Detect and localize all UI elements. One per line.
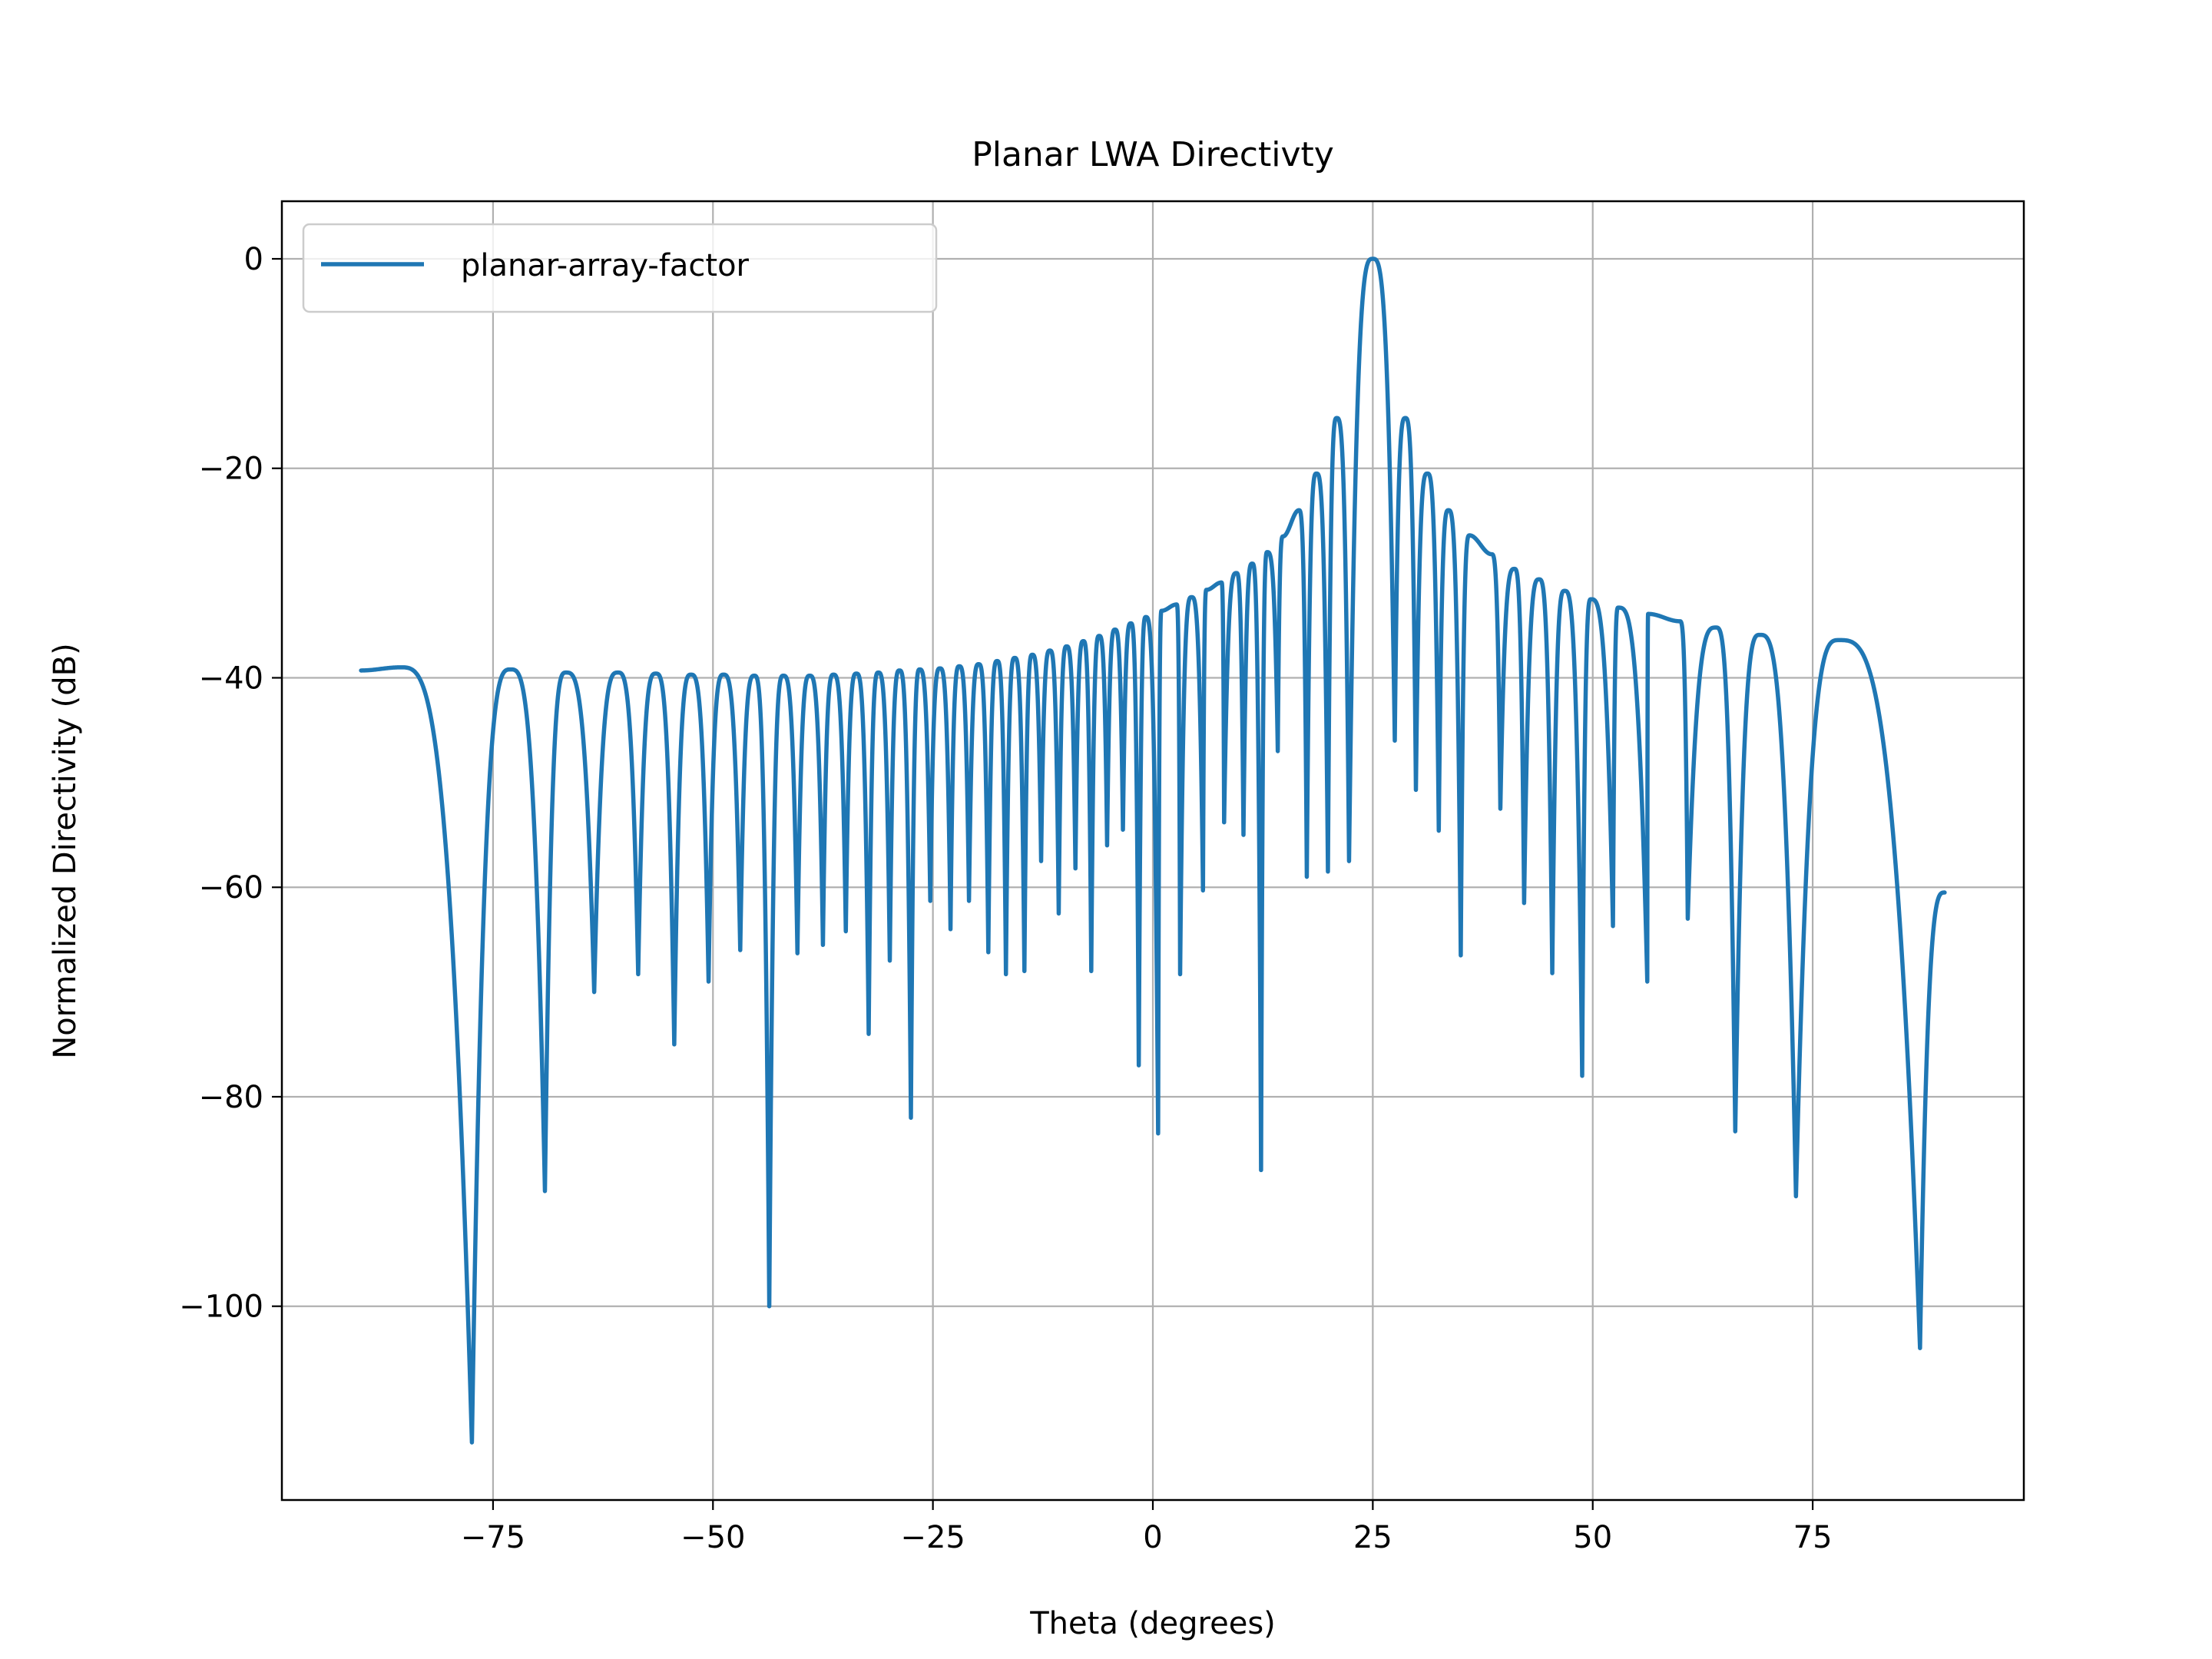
y-axis: 0 −20 −40 −60 −80 −100 [179,242,282,1325]
x-tick-label: −75 [461,1520,525,1555]
series-line-planar-array-factor [359,257,1947,1445]
x-tick-label: −50 [680,1520,745,1555]
x-axis: −75 −50 −25 0 25 50 75 [461,1500,1833,1555]
y-tick-label: −20 [199,452,263,487]
x-tick-label: 0 [1143,1520,1162,1555]
legend-label: planar-array-factor [461,248,750,283]
grid [282,201,2024,1500]
chart-title: Planar LWA Directivty [972,135,1334,174]
legend: planar-array-factor [302,223,938,313]
y-tick-label: −60 [199,870,263,906]
x-tick-label: 75 [1793,1520,1833,1555]
y-axis-label: Normalized Directivity (dB) [48,643,83,1058]
x-tick-label: −25 [900,1520,965,1555]
y-tick-label: −40 [199,661,263,696]
y-tick-label: 0 [244,242,263,277]
x-tick-label: 50 [1573,1520,1612,1555]
y-tick-label: −100 [179,1290,263,1325]
x-tick-label: 25 [1353,1520,1392,1555]
x-axis-label: Theta (degrees) [1029,1606,1276,1641]
legend-box [302,223,938,313]
y-tick-label: −80 [199,1080,263,1115]
